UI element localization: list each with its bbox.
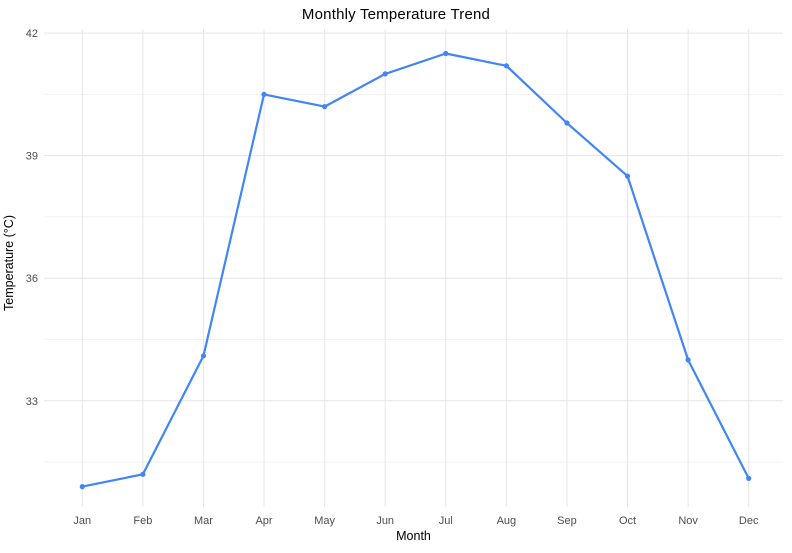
x-tick-label-aug: Aug	[497, 515, 517, 527]
data-point-jul	[443, 50, 449, 57]
chart-title: Monthly Temperature Trend	[301, 6, 491, 23]
y-tick-label-42: 42	[26, 28, 38, 40]
data-point-aug	[503, 63, 509, 69]
x-tick-label-jul: Jul	[439, 515, 453, 527]
data-point-apr	[261, 91, 267, 97]
x-tick-label-mar: Mar	[194, 515, 213, 527]
data-point-sep	[564, 120, 570, 126]
data-point-dec	[746, 475, 752, 481]
data-point-mar	[200, 353, 207, 359]
data-point-jun	[382, 71, 388, 77]
data-point-jan	[79, 484, 85, 490]
x-tick-label-apr: Apr	[255, 515, 272, 527]
x-tick-label-oct: Oct	[619, 515, 636, 527]
y-tick-label-39: 39	[26, 151, 38, 163]
x-tick-label-may: May	[314, 515, 335, 527]
x-axis-title: Month	[396, 529, 431, 543]
x-tick-label-jan: Jan	[73, 515, 91, 527]
x-tick-label-feb: Feb	[133, 515, 152, 527]
series-line-temperature	[81, 52, 750, 488]
data-point-feb	[140, 471, 146, 477]
y-tick-label-36: 36	[26, 273, 38, 285]
data-point-nov	[685, 357, 691, 363]
y-tick-label-33: 33	[26, 396, 38, 408]
data-point-oct	[624, 173, 631, 179]
x-tick-label-nov: Nov	[678, 515, 698, 527]
data-point-may	[322, 104, 328, 110]
x-tick-label-sep: Sep	[557, 515, 577, 527]
x-tick-label-dec: Dec	[739, 515, 759, 527]
y-axis-title: Temperature (°C)	[2, 215, 16, 311]
x-tick-label-jun: Jun	[376, 515, 394, 527]
